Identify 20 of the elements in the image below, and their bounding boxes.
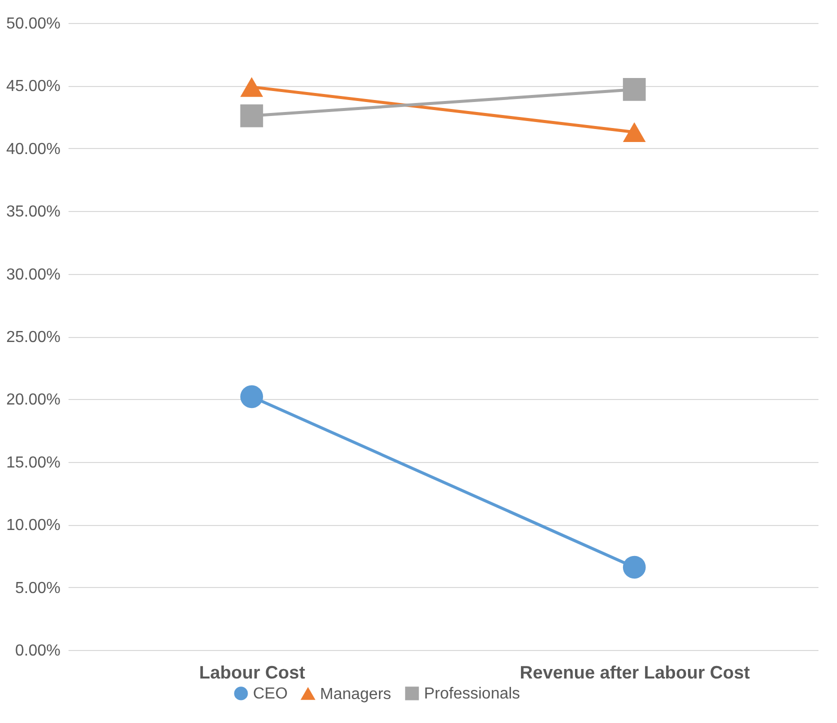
point	[240, 104, 264, 128]
y-tick-label: 50.00%	[6, 16, 60, 32]
y-tick-label: 40.00%	[6, 140, 60, 158]
y-tick-label: 45.00%	[6, 78, 60, 96]
point	[240, 385, 264, 408]
legend-label: Managers	[320, 686, 392, 703]
y-tick-label: 15.00%	[6, 454, 60, 472]
y-tick-label: 10.00%	[6, 517, 60, 534]
y-tick-label: 25.00%	[6, 329, 60, 346]
legend-label: CEO	[253, 685, 288, 702]
y-tick-label: 0.00%	[15, 642, 60, 660]
y-tick-label: 5.00%	[15, 580, 60, 597]
y-tick-label: 35.00%	[6, 204, 60, 221]
x-tick-label: Labour Cost	[199, 662, 306, 682]
point	[622, 556, 646, 579]
legend-label: Professionals	[424, 685, 520, 702]
y-tick-label: 20.00%	[6, 392, 60, 409]
x-tick-label: Revenue after Labour Cost	[520, 662, 750, 682]
y-tick-label: 30.00%	[6, 266, 60, 284]
point	[622, 78, 646, 101]
